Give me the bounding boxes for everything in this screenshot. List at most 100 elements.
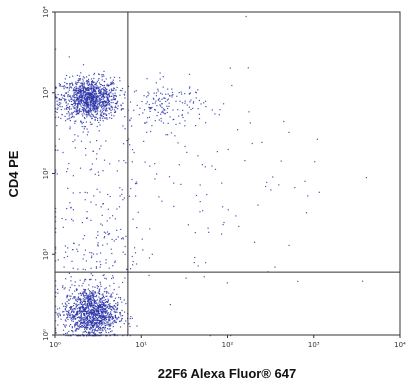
data-point-pop3 — [149, 228, 151, 230]
data-point-pop5 — [227, 209, 229, 211]
data-point-pop2 — [125, 320, 127, 322]
data-point-pop4 — [89, 169, 91, 171]
data-point-pop2 — [78, 319, 80, 322]
data-point-pop2 — [101, 302, 103, 304]
data-point-pop3 — [57, 259, 59, 261]
data-point-pop2 — [75, 305, 78, 307]
data-point-pop2 — [73, 316, 75, 318]
data-point-pop0 — [94, 86, 96, 88]
data-point-pop0 — [111, 117, 113, 119]
data-point-pop1 — [154, 109, 157, 111]
data-point-pop0 — [79, 87, 82, 89]
data-point-pop2 — [95, 310, 97, 312]
data-point-pop0 — [89, 92, 91, 94]
data-point-pop2 — [74, 315, 76, 317]
data-point-pop0 — [97, 117, 99, 120]
data-point-pop2 — [97, 307, 99, 309]
data-point-pop0 — [76, 94, 78, 96]
data-point-pop2 — [98, 302, 100, 304]
data-point-pop0 — [83, 88, 85, 91]
data-point-pop2 — [83, 315, 86, 317]
data-point-pop1 — [164, 109, 166, 111]
data-point-pop2 — [108, 304, 110, 306]
data-point-pop0 — [110, 82, 112, 84]
data-point-pop2 — [102, 330, 104, 332]
data-point-pop1 — [151, 106, 153, 108]
data-point-pop0 — [101, 104, 103, 106]
data-point-pop5 — [201, 164, 203, 166]
data-point-pop4 — [72, 175, 74, 177]
data-point-pop2 — [110, 294, 112, 296]
data-point-pop0 — [87, 87, 90, 89]
data-point-pop0 — [89, 108, 92, 110]
data-point-pop0 — [73, 103, 75, 105]
data-point-pop1 — [162, 112, 165, 114]
data-point-pop5 — [65, 251, 67, 253]
data-point-pop2 — [92, 305, 94, 307]
data-point-pop5 — [235, 215, 237, 217]
data-point-pop1 — [146, 96, 148, 98]
data-point-pop5 — [91, 163, 93, 165]
data-point-pop0 — [79, 95, 81, 97]
data-point-pop2 — [74, 308, 77, 310]
data-point-pop1 — [158, 119, 160, 121]
x-tick-label-1: 10¹ — [135, 341, 147, 349]
data-point-pop2 — [96, 308, 98, 310]
data-point-pop2 — [82, 309, 84, 311]
data-point-pop0 — [87, 92, 89, 94]
data-point-pop1 — [162, 86, 164, 88]
data-point-pop5 — [135, 195, 137, 197]
data-point-pop1 — [218, 114, 220, 116]
data-point-pop3 — [141, 238, 143, 240]
data-point-pop2 — [98, 332, 100, 334]
data-point-pop0 — [76, 111, 78, 113]
data-point-pop2 — [104, 325, 107, 327]
data-point-pop2 — [57, 316, 59, 318]
data-point-pop2 — [109, 285, 111, 287]
data-point-pop0 — [88, 90, 90, 92]
data-point-pop2 — [108, 307, 110, 309]
data-point-pop0 — [80, 98, 82, 100]
data-point-pop2 — [91, 299, 93, 301]
data-point-pop0 — [91, 90, 93, 92]
data-point-pop0 — [89, 85, 91, 87]
data-point-pop2 — [108, 332, 110, 334]
data-point-pop0 — [104, 100, 106, 102]
data-point-pop0 — [101, 105, 104, 107]
data-point-pop0 — [90, 96, 93, 98]
data-point-pop0 — [93, 108, 96, 110]
data-point-pop5 — [164, 113, 166, 115]
data-point-pop0 — [101, 115, 103, 117]
data-point-pop2 — [113, 282, 115, 284]
data-point-pop0 — [74, 91, 76, 93]
data-point-pop0 — [89, 94, 91, 96]
data-point-pop2 — [100, 317, 102, 319]
data-point-pop0 — [72, 90, 74, 92]
data-point-pop3 — [95, 267, 97, 269]
data-point-pop0 — [94, 116, 96, 118]
data-point-pop2 — [75, 329, 77, 331]
data-point-pop2 — [121, 301, 123, 303]
data-point-pop0 — [82, 110, 84, 112]
data-point-pop0 — [97, 107, 99, 109]
data-point-pop1 — [198, 99, 200, 102]
data-point-pop2 — [85, 326, 87, 328]
data-point-pop2 — [82, 311, 84, 313]
data-point-pop0 — [76, 106, 78, 108]
data-point-pop2 — [79, 302, 81, 304]
data-point-pop0 — [66, 106, 68, 108]
data-point-pop0 — [104, 100, 106, 102]
data-point-pop2 — [70, 307, 72, 309]
data-point-pop0 — [97, 95, 99, 97]
data-point-pop2 — [67, 311, 70, 313]
data-point-pop2 — [112, 305, 114, 307]
data-point-pop2 — [75, 300, 77, 302]
data-point-pop3 — [84, 249, 86, 251]
data-point-pop0 — [78, 90, 80, 92]
data-point-pop0 — [93, 77, 95, 80]
data-point-pop3 — [97, 234, 99, 236]
data-point-pop0 — [102, 103, 104, 105]
data-point-pop3 — [99, 266, 101, 268]
data-point-pop0 — [78, 103, 80, 105]
data-point-pop2 — [103, 310, 105, 312]
